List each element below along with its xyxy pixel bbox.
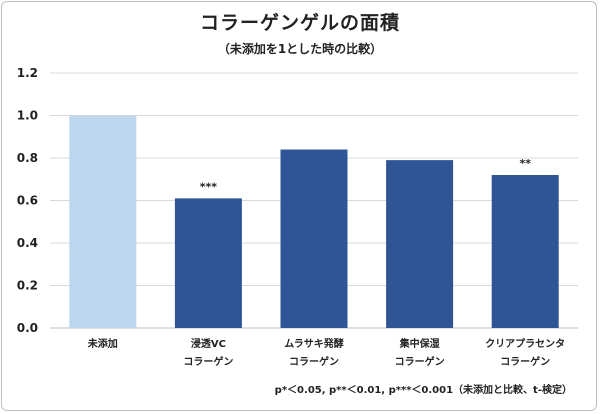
- y-tick-label: 0.6: [17, 194, 38, 208]
- x-tick-label: 未添加: [87, 337, 118, 350]
- chart-subtitle: （未添加を1とした時の比較）: [217, 42, 383, 56]
- x-tick-label: ムラサキ発酵: [284, 337, 344, 350]
- bar-5: [491, 175, 559, 328]
- significance-footnote: p*＜0.05, p**＜0.01, p***＜0.001（未添加と比較、t-検…: [274, 385, 572, 396]
- bar-3: [280, 149, 348, 328]
- significance-label: ***: [200, 180, 218, 193]
- y-tick-label: 0.0: [17, 321, 38, 335]
- y-tick-label: 0.2: [17, 279, 38, 293]
- bar-4: [386, 160, 454, 328]
- bar-1: [69, 115, 137, 328]
- x-tick-label-line2: コラーゲン: [395, 355, 445, 368]
- x-tick-label-line2: コラーゲン: [500, 355, 550, 368]
- y-tick-label: 0.8: [17, 151, 38, 165]
- x-tick-label: 浸透VC: [191, 337, 226, 350]
- y-tick-label: 0.4: [17, 236, 38, 250]
- x-tick-label: クリアプラセンタ: [485, 337, 565, 350]
- x-tick-label: 集中保湿: [399, 337, 440, 350]
- x-tick-label-line2: コラーゲン: [183, 355, 233, 368]
- x-tick-label-line2: コラーゲン: [289, 355, 339, 368]
- y-tick-label: 1.0: [17, 109, 38, 123]
- bar-2: [174, 198, 242, 328]
- significance-label: **: [519, 157, 531, 170]
- y-tick-label: 1.2: [17, 66, 38, 80]
- chart-title: コラーゲンゲルの面積: [199, 12, 400, 34]
